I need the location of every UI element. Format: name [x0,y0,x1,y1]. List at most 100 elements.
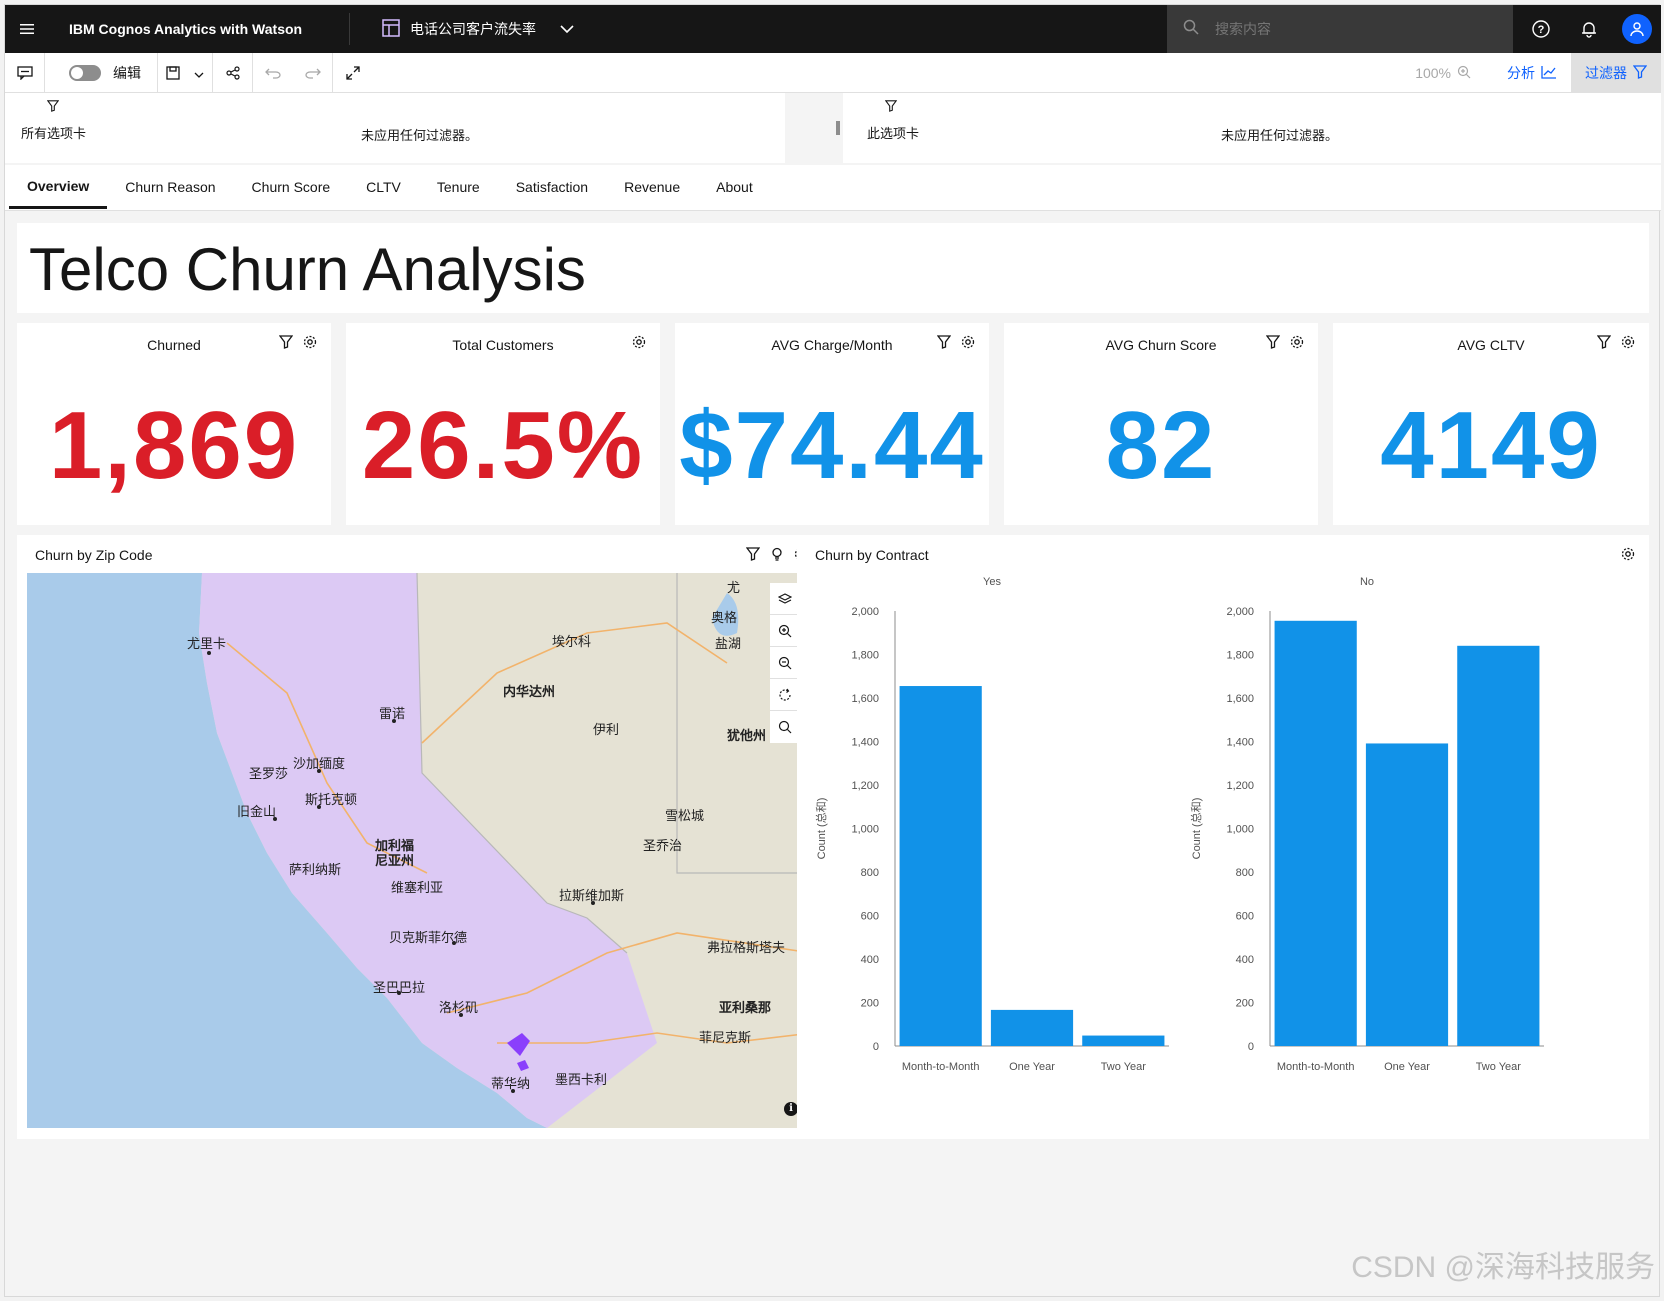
this-tab-label: 此选项卡 [867,126,920,141]
filter-icon[interactable] [1596,335,1612,354]
kpi-label: AVG Charge/Month [771,337,893,353]
dashboard-toolbar: 编辑 100% 分析 [5,52,1661,93]
user-avatar[interactable] [1613,5,1661,53]
widget-title: Churn by Contract [815,547,929,563]
map-label: 弗拉格斯塔夫 [707,941,786,956]
tab-revenue[interactable]: Revenue [624,179,681,195]
tab-cltv[interactable]: CLTV [366,179,401,195]
y-tick-label: 1,200 [851,780,879,792]
y-tick-label: 1,400 [1226,737,1254,749]
comment-icon[interactable] [5,52,45,93]
filters-label: 过滤器 [1585,65,1627,81]
tab-satisfaction[interactable]: Satisfaction [515,179,589,195]
churn-map[interactable]: 尤里卡 埃尔科 内华达州 雷诺 伊利 沙加缅度 圣罗莎 斯托克顿 旧金山 雪松城… [27,573,812,1128]
share-icon[interactable] [213,52,253,93]
hamburger-menu-icon[interactable] [5,5,49,53]
kpi-label: AVG Churn Score [1105,337,1217,353]
kpi-avg-charge[interactable]: AVG Charge/Month $74.44 [675,323,989,525]
edit-toggle[interactable]: 编辑 [45,52,158,93]
fullscreen-icon[interactable] [333,53,373,93]
toggle-switch[interactable] [69,64,101,81]
settings-icon[interactable] [1621,335,1635,354]
chevron-down-icon[interactable] [560,21,574,37]
y-tick-label: 800 [861,867,879,879]
y-tick-label: 2,000 [851,606,879,618]
x-tick-label: Month-to-Month [1277,1061,1355,1073]
filters-button[interactable]: 过滤器 [1571,53,1661,93]
tab-churn-score[interactable]: Churn Score [251,179,331,195]
search-box[interactable] [1167,5,1513,53]
report-switcher[interactable]: 电话公司客户流失率 [350,18,1170,40]
undo-icon[interactable] [253,53,293,93]
settings-icon[interactable] [961,335,975,354]
kpi-value: $74.44 [679,392,985,499]
tab-about[interactable]: About [716,179,753,195]
zoom-level: 100% [1415,65,1451,81]
contract-widget[interactable]: Churn by Contract Yes 0 200 400 600 800 1,000 1… [797,535,1649,1139]
lightbulb-icon[interactable] [770,547,784,566]
search-input[interactable] [1215,21,1475,37]
filter-icon[interactable] [278,335,294,354]
layers-icon[interactable] [770,583,800,615]
this-tab-empty-text: 未应用任何过滤器。 [1221,128,1339,143]
map-widget[interactable]: Churn by Zip Code 尤里卡 埃尔科 [17,535,822,1139]
map-label: 洛杉矶 [439,1001,479,1016]
this-tab-filter-pane[interactable]: 此选项卡 未应用任何过滤器。 [843,93,1661,163]
reset-view-icon[interactable] [770,679,800,711]
settings-icon[interactable] [1621,547,1635,566]
y-tick-label: 1,000 [1226,824,1254,836]
city-dot [452,941,456,945]
settings-icon[interactable] [1290,335,1304,354]
zoom-out-icon[interactable] [770,647,800,679]
filter-icon[interactable] [936,335,952,354]
kpi-total-customers[interactable]: Total Customers 26.5% [346,323,660,525]
help-icon[interactable]: ? [1517,5,1565,53]
info-icon[interactable]: i [784,1102,798,1116]
y-axis-label: Count (总和) [1189,798,1203,860]
kpi-avg-churn-score[interactable]: AVG Churn Score 82 [1004,323,1318,525]
tab-overview[interactable]: Overview [9,165,108,209]
map-label: 犹他州 [727,729,767,744]
bar [1365,743,1449,1046]
x-tick-label: One Year [1384,1061,1430,1073]
filter-icon[interactable] [1265,335,1281,354]
zoom-in-icon[interactable] [770,615,800,647]
y-tick-label: 200 [861,998,879,1010]
title-widget[interactable]: Telco Churn Analysis [17,223,1649,313]
all-tabs-filter-pane[interactable]: 所有选项卡 未应用任何过滤器。 [5,93,785,163]
notification-icon[interactable] [1565,5,1613,53]
save-icon[interactable] [158,52,213,93]
map-label: 圣巴巴拉 [373,981,426,996]
city-dot [317,805,321,809]
bar [1082,1035,1165,1046]
map-label: 沙加缅度 [293,757,346,772]
city-dot [207,651,211,655]
tab-tenure[interactable]: Tenure [436,179,480,195]
top-bar: IBM Cognos Analytics with Watson 电话公司客户流… [5,5,1661,53]
y-tick-label: 0 [1248,1041,1254,1053]
map-label: 盐湖 [715,637,742,652]
bar [990,1009,1074,1046]
kpi-churned[interactable]: Churned 1,869 [17,323,331,525]
city-dot [273,817,277,821]
kpi-avg-cltv[interactable]: AVG CLTV 4149 [1333,323,1649,525]
city-dot [511,1089,515,1093]
edit-label: 编辑 [113,64,141,81]
city-dot [392,719,396,723]
redo-icon[interactable] [293,52,333,93]
search-icon [1183,19,1199,40]
settings-icon[interactable] [632,335,646,354]
all-tabs-label: 所有选项卡 [21,126,87,141]
settings-icon[interactable] [303,335,317,354]
tab-churn-reason[interactable]: Churn Reason [125,179,216,195]
chevron-down-icon[interactable] [194,65,204,81]
zoom-control[interactable]: 100% [1393,65,1493,82]
search-icon[interactable] [770,711,800,743]
y-tick-label: 1,800 [1226,650,1254,662]
pane-resize-handle[interactable] [836,121,840,135]
filter-icon [1632,64,1648,82]
x-tick-label: Month-to-Month [902,1061,980,1073]
chart-line-icon [1541,65,1557,82]
analyze-button[interactable]: 分析 [1493,53,1571,93]
filter-icon[interactable] [745,547,761,566]
